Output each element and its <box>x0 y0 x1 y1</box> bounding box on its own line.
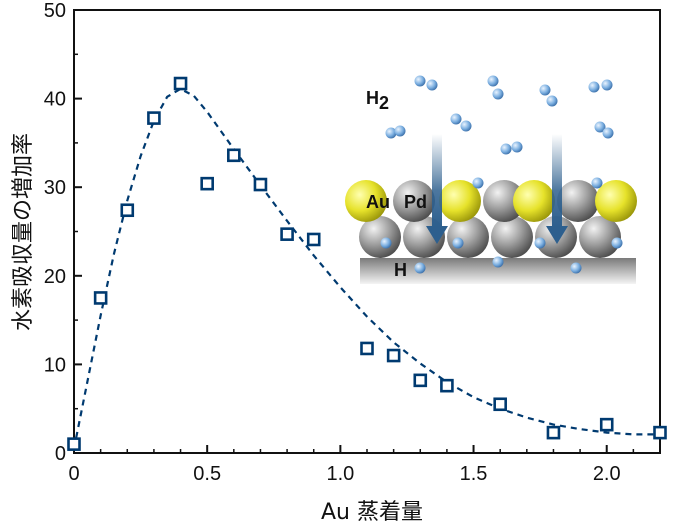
data-point <box>440 378 454 393</box>
data-point <box>67 437 81 451</box>
h2-molecule-atom <box>601 79 613 91</box>
au-atom <box>345 180 387 222</box>
x-tick-label: 1.5 <box>460 463 488 485</box>
x-tick-label: 0 <box>68 463 79 485</box>
absorbed-h-atom <box>414 262 426 274</box>
diffusion-arrow-head <box>426 226 448 244</box>
data-points <box>67 76 667 451</box>
h2-molecule-atom <box>460 120 472 132</box>
pd-atom <box>483 180 525 222</box>
h2-molecule-atom <box>588 81 600 93</box>
data-point <box>386 348 401 363</box>
axes: 0 10 20 30 40 50 0 0.5 1.0 1.5 2.0 <box>44 0 661 485</box>
data-point <box>227 148 241 163</box>
h2-molecule-atom <box>492 88 504 100</box>
pd-atom <box>393 180 435 222</box>
y-tick-label: 50 <box>44 0 66 22</box>
h2-molecule-atom <box>546 95 558 107</box>
h2-molecule-atom <box>394 125 406 137</box>
data-point <box>253 177 268 192</box>
data-point <box>599 417 614 432</box>
h-label: H <box>394 260 407 280</box>
h2-molecule-atom <box>450 113 462 125</box>
h2-molecule-atom <box>487 75 499 87</box>
data-point <box>280 227 294 241</box>
au-atom <box>439 180 481 222</box>
diffusion-arrow <box>432 134 442 228</box>
au-label: Au <box>366 192 390 212</box>
h2-molecule-atom <box>594 121 606 133</box>
data-point <box>120 203 135 218</box>
inset-illustration: H 2Au PdH <box>345 75 637 284</box>
h2-molecule-atom <box>539 84 551 96</box>
y-axis-title: 水素吸収量の増加率 <box>11 133 36 331</box>
pd-atom <box>359 216 401 258</box>
absorbed-h-atom <box>591 177 603 189</box>
h2-molecule-atom <box>500 143 512 155</box>
data-point <box>360 341 374 356</box>
x-tick-label: 1.0 <box>326 463 354 485</box>
y-tick-label: 10 <box>44 354 66 376</box>
fit-curve <box>74 87 660 449</box>
absorbed-h-atom <box>472 177 484 189</box>
au-atom <box>513 180 555 222</box>
absorbed-h-atom <box>534 237 546 249</box>
pd-label: Pd <box>404 192 427 212</box>
data-point <box>653 425 667 440</box>
data-point <box>306 232 321 247</box>
absorbed-h-atom <box>492 256 504 268</box>
absorbed-h-atom <box>611 237 623 249</box>
y-tick-label: 0 <box>55 443 66 465</box>
h2-molecule-atom <box>414 75 426 87</box>
absorbed-h-atom <box>452 237 464 249</box>
h2-molecule-atom <box>511 141 523 153</box>
y-tick-label: 30 <box>44 177 66 199</box>
h2-label: H <box>366 88 379 108</box>
x-tick-label: 0.5 <box>193 463 221 485</box>
y-tick-label: 20 <box>44 266 66 288</box>
data-point <box>147 111 161 125</box>
pd-atom <box>491 216 533 258</box>
h2-molecule-atom <box>385 127 397 139</box>
pd-atom <box>579 216 621 258</box>
data-point <box>546 425 561 440</box>
h2-molecule-atom <box>602 127 614 139</box>
data-point <box>200 176 214 191</box>
y-tick-label: 40 <box>44 89 66 111</box>
diffusion-arrow <box>552 134 562 228</box>
data-point <box>413 373 428 388</box>
data-point <box>173 76 188 91</box>
data-point <box>93 291 108 305</box>
h2-subscript: 2 <box>379 93 389 113</box>
h2-molecule-atom <box>426 79 438 91</box>
x-axis-title: Au 蒸着量 <box>321 500 423 525</box>
absorbed-h-atom <box>380 237 392 249</box>
x-tick-label: 2.0 <box>593 463 621 485</box>
pd-atom <box>557 180 599 222</box>
au-atom <box>595 180 637 222</box>
diffusion-arrow-head <box>546 226 568 244</box>
pd-atom <box>447 216 489 258</box>
absorbed-h-atom <box>570 262 582 274</box>
data-point <box>493 397 507 412</box>
